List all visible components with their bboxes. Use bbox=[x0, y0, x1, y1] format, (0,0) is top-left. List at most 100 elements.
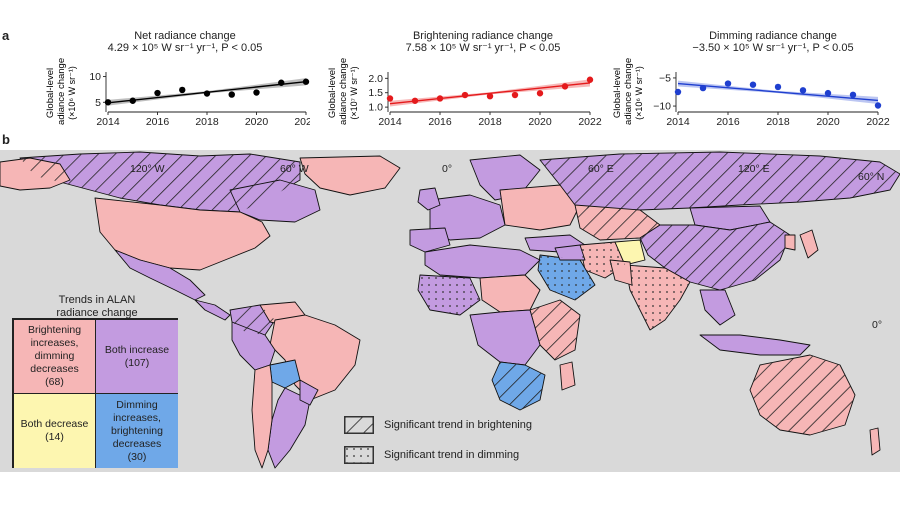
chart-svg: Global-level radiance change (×10⁶ W sr⁻… bbox=[612, 58, 890, 125]
region-argentina bbox=[267, 387, 311, 469]
region-mexico bbox=[114, 249, 206, 301]
chart-subtitle: 7.58 × 10⁵ W sr⁻¹ yr⁻¹, P < 0.05 bbox=[405, 42, 561, 54]
y-axis-label-2: radiance change bbox=[338, 58, 349, 125]
data-point bbox=[104, 99, 112, 106]
x-tick-label: 2020 bbox=[245, 116, 269, 125]
dimming-radiance-chart: Dimming radiance change −3.50 × 10⁵ W sr… bbox=[608, 30, 898, 125]
x-tick-label: 2018 bbox=[766, 116, 790, 125]
region-new-zealand bbox=[869, 427, 881, 456]
data-point bbox=[824, 89, 832, 97]
y-axis-label-2: radiance change bbox=[56, 58, 67, 125]
lat-label-60n: 60° N bbox=[858, 171, 884, 183]
x-tick-label: 2014 bbox=[378, 116, 402, 125]
data-point bbox=[774, 83, 782, 91]
data-point bbox=[511, 91, 519, 99]
data-point bbox=[411, 97, 419, 104]
data-point bbox=[536, 90, 544, 97]
chart-title: Brightening radiance change bbox=[412, 30, 554, 42]
y-axis-label-1: Global-level bbox=[45, 68, 56, 118]
y-axis-label-2: radiance change bbox=[623, 58, 634, 125]
legend-sig-brightening-label: Significant trend in brightening bbox=[384, 419, 532, 431]
legend-quadrant-both-decrease: Both decrease (14) bbox=[14, 394, 96, 468]
legend-grid: Brightening increases, dimming decreases… bbox=[12, 318, 178, 468]
lon-label-120w: 120° W bbox=[130, 163, 165, 175]
lat-label-0: 0° bbox=[872, 319, 882, 331]
data-point bbox=[302, 78, 310, 85]
dots-swatch-icon bbox=[344, 446, 374, 464]
region-iberia bbox=[409, 227, 451, 253]
x-tick-label: 2020 bbox=[528, 116, 552, 125]
chart-svg: Global-level radiance change (×10⁶ W sr⁻… bbox=[45, 58, 310, 125]
legend-quadrant-dimming-increase: Dimming increases, brightening decreases… bbox=[96, 394, 178, 468]
region-indonesia bbox=[699, 334, 811, 356]
region-greenland bbox=[299, 155, 401, 196]
data-point bbox=[386, 95, 394, 102]
legend-title-line1: Trends in ALAN bbox=[58, 294, 136, 306]
y-tick-label: 1.5 bbox=[368, 87, 383, 99]
y-tick-label: 1.0 bbox=[368, 102, 383, 114]
data-point bbox=[799, 87, 807, 94]
x-tick-label: 2014 bbox=[96, 116, 120, 125]
y-axis-label-3: (×10⁶ W sr⁻¹) bbox=[67, 66, 77, 120]
x-tick-label: 2022 bbox=[294, 116, 310, 125]
data-point bbox=[849, 91, 857, 99]
data-point bbox=[724, 80, 732, 87]
data-point bbox=[699, 84, 707, 92]
legend-significant-brightening: Significant trend in brightening bbox=[344, 416, 532, 434]
lon-label-120e: 120° E bbox=[738, 163, 770, 175]
data-point bbox=[228, 91, 235, 98]
panel-label-a: a bbox=[2, 28, 10, 43]
x-tick-label: 2020 bbox=[816, 116, 840, 125]
y-axis-label-3: (×10⁷ W sr⁻¹) bbox=[349, 66, 359, 119]
chart-title: Dimming radiance change bbox=[709, 30, 837, 42]
data-point bbox=[253, 89, 260, 96]
trend-line bbox=[677, 82, 879, 102]
data-point bbox=[154, 89, 161, 97]
x-tick-label: 2018 bbox=[478, 116, 502, 125]
lon-label-60w: 60° W bbox=[280, 163, 309, 175]
y-tick-label: 5 bbox=[95, 97, 101, 109]
data-point bbox=[486, 92, 494, 100]
x-tick-label: 2018 bbox=[195, 116, 219, 125]
net-radiance-chart: Net radiance change 4.29 × 10⁵ W sr⁻¹ yr… bbox=[20, 30, 310, 125]
world-map-svg: 120° W 60° W 0° 60° E 120° E 60° N 0° bbox=[0, 151, 900, 469]
data-point bbox=[749, 81, 757, 88]
region-uk bbox=[417, 187, 441, 211]
data-point bbox=[674, 88, 682, 96]
world-map: 120° W 60° W 0° 60° E 120° E 60° N 0° Tr… bbox=[0, 150, 900, 472]
region-afghanistan bbox=[614, 239, 646, 266]
region-central-africa bbox=[469, 309, 541, 366]
data-point bbox=[129, 97, 136, 104]
region-sahel bbox=[479, 274, 541, 313]
data-point bbox=[461, 91, 469, 99]
brightening-radiance-chart: Brightening radiance change 7.58 × 10⁵ W… bbox=[318, 30, 608, 125]
legend-title: Trends in ALAN radiance change bbox=[12, 294, 182, 320]
data-point bbox=[586, 76, 594, 83]
panel-label-b: b bbox=[2, 132, 10, 147]
y-axis-label-1: Global-level bbox=[612, 68, 623, 118]
data-point bbox=[436, 95, 444, 102]
x-tick-label: 2022 bbox=[866, 116, 890, 125]
legend-quadrant-both-increase: Both increase (107) bbox=[96, 320, 178, 394]
x-tick-label: 2016 bbox=[146, 116, 170, 125]
lon-label-60e: 60° E bbox=[588, 163, 614, 175]
region-indochina bbox=[699, 289, 736, 326]
region-paraguay bbox=[299, 379, 319, 406]
lon-label-0: 0° bbox=[442, 163, 452, 175]
region-japan bbox=[799, 229, 819, 259]
x-tick-label: 2016 bbox=[428, 116, 452, 125]
region-chile bbox=[251, 364, 273, 469]
legend-quadrant-brightening-increase: Brightening increases, dimming decreases… bbox=[14, 320, 96, 394]
hatch-swatch-icon bbox=[344, 416, 374, 434]
region-madagascar bbox=[559, 361, 576, 391]
y-tick-label: 10 bbox=[89, 71, 101, 83]
chart-subtitle: 4.29 × 10⁵ W sr⁻¹ yr⁻¹, P < 0.05 bbox=[107, 42, 263, 54]
legend-significant-dimming: Significant trend in dimming bbox=[344, 446, 519, 464]
chart-title: Net radiance change bbox=[134, 30, 236, 42]
x-tick-label: 2022 bbox=[578, 116, 602, 125]
chart-svg: Global-level radiance change (×10⁷ W sr⁻… bbox=[327, 58, 602, 125]
y-axis-label-1: Global-level bbox=[327, 68, 338, 118]
x-tick-label: 2014 bbox=[666, 116, 690, 125]
region-central-america bbox=[194, 299, 231, 321]
y-axis-label-3: (×10⁶ W sr⁻¹) bbox=[634, 66, 644, 120]
